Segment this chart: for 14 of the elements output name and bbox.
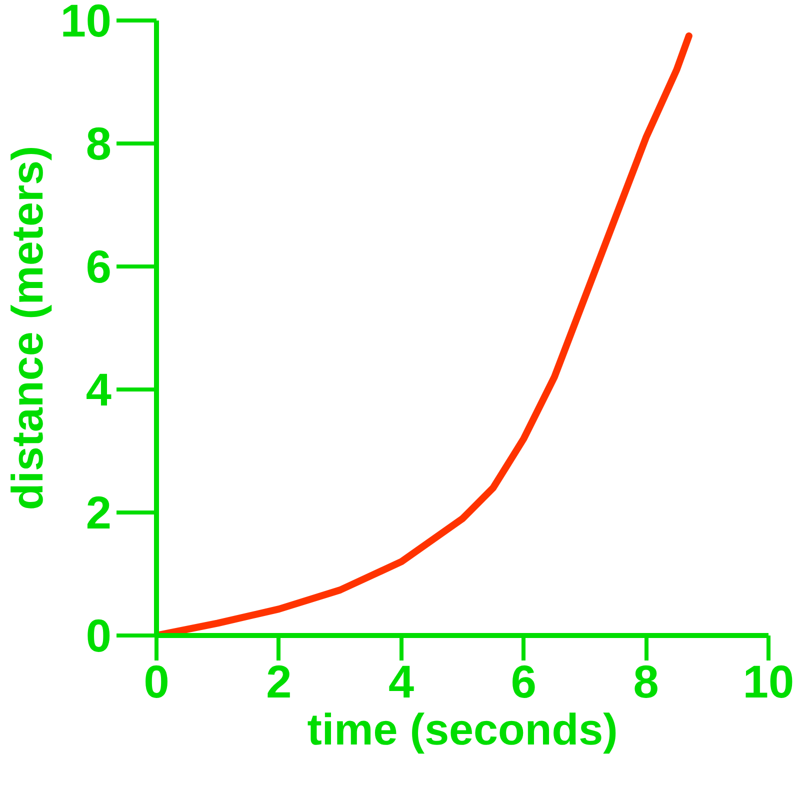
x-tick-label: 8 [633,656,659,708]
x-axis-title: time (seconds) [307,706,618,754]
y-tick-label: 8 [86,118,112,170]
x-tick-label: 4 [388,656,415,708]
y-tick-label: 10 [60,0,112,46]
y-tick-label: 2 [86,486,112,538]
x-tick-label: 10 [742,656,794,708]
y-tick-label: 0 [86,610,112,662]
x-tick-label: 6 [510,656,536,708]
x-tick-label: 0 [144,656,170,708]
y-tick-label: 4 [86,364,112,416]
y-tick-label: 6 [86,240,112,292]
y-axis-title: distance (meters) [3,146,52,510]
x-tick-label: 2 [266,656,292,708]
